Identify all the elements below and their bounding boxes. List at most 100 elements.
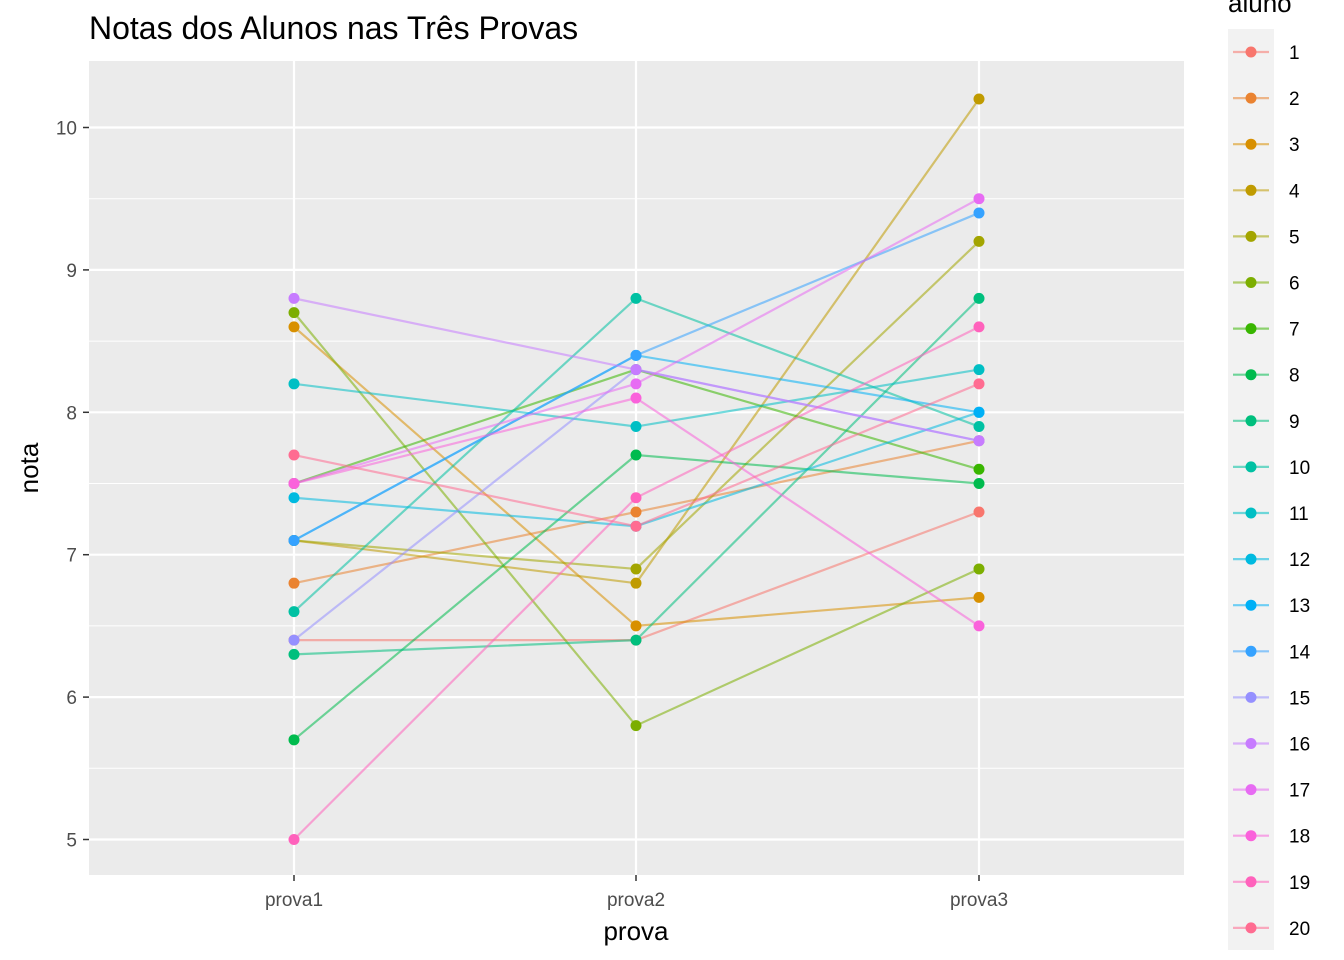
legend-key-background <box>1228 29 1274 950</box>
legend-item-14: 14 <box>1233 642 1311 663</box>
legend-key-point <box>1245 369 1257 381</box>
data-point-aluno-8 <box>288 734 300 746</box>
y-tick-label: 7 <box>66 546 77 567</box>
y-tick-label: 10 <box>56 119 77 140</box>
data-point-aluno-6 <box>288 307 300 319</box>
data-point-aluno-19 <box>973 321 985 333</box>
legend-item-6: 6 <box>1233 274 1300 295</box>
legend-label: 9 <box>1289 412 1300 433</box>
legend-label: 12 <box>1289 550 1310 571</box>
y-tick-label: 9 <box>66 261 77 282</box>
data-point-aluno-16 <box>288 292 300 304</box>
legend-key-point <box>1245 230 1257 242</box>
data-point-aluno-19 <box>288 834 300 845</box>
data-point-aluno-3 <box>288 321 300 333</box>
data-point-aluno-1 <box>973 506 985 518</box>
legend-key-point <box>1245 184 1257 196</box>
legend-key-point <box>1245 553 1257 565</box>
data-point-aluno-19 <box>630 492 642 504</box>
data-point-aluno-11 <box>973 364 985 376</box>
legend-item-2: 2 <box>1233 89 1300 110</box>
legend-key-point <box>1245 784 1257 796</box>
data-point-aluno-4 <box>973 93 985 105</box>
legend-key-point <box>1245 92 1257 104</box>
legend-label: 15 <box>1289 688 1310 709</box>
legend-item-19: 19 <box>1233 873 1310 894</box>
legend-item-5: 5 <box>1233 227 1300 248</box>
data-point-aluno-2 <box>288 577 300 589</box>
legend-item-4: 4 <box>1233 181 1300 202</box>
legend-label: 18 <box>1289 827 1310 848</box>
data-point-aluno-9 <box>288 648 300 660</box>
legend-key-point <box>1245 138 1257 150</box>
legend-key-point <box>1245 323 1257 335</box>
data-point-aluno-6 <box>630 720 642 732</box>
legend-item-17: 17 <box>1233 781 1310 802</box>
y-axis-title: nota <box>14 442 44 493</box>
data-point-aluno-14 <box>973 207 985 219</box>
data-point-aluno-10 <box>973 421 985 433</box>
x-tick-label: prova3 <box>950 890 1008 911</box>
legend-key-point <box>1245 922 1257 934</box>
data-point-aluno-20 <box>630 520 642 532</box>
legend-key-point <box>1245 691 1257 703</box>
legend-key-point <box>1245 415 1257 427</box>
legend-key-point <box>1245 461 1257 473</box>
data-point-aluno-4 <box>630 577 642 589</box>
data-point-aluno-3 <box>630 620 642 632</box>
y-tick-label: 5 <box>66 831 77 852</box>
legend-item-20: 20 <box>1233 919 1310 940</box>
legend-key-point <box>1245 830 1257 842</box>
legend-item-3: 3 <box>1233 135 1300 156</box>
data-point-aluno-9 <box>630 634 642 646</box>
legend-item-16: 16 <box>1233 735 1310 756</box>
data-point-aluno-17 <box>630 378 642 390</box>
data-point-aluno-8 <box>973 478 985 489</box>
legend-item-15: 15 <box>1233 688 1310 709</box>
data-point-aluno-10 <box>630 292 642 304</box>
legend-label: 5 <box>1289 227 1300 248</box>
legend-label: 2 <box>1289 89 1300 110</box>
y-tick-label: 6 <box>66 688 77 709</box>
legend-label: 8 <box>1289 366 1300 387</box>
legend-key-point <box>1245 46 1257 58</box>
data-point-aluno-2 <box>630 506 642 518</box>
data-point-aluno-20 <box>288 449 300 461</box>
legend-key-point <box>1245 507 1257 519</box>
data-point-aluno-11 <box>288 378 300 390</box>
legend-label: 20 <box>1289 919 1310 940</box>
legend-label: 10 <box>1289 458 1310 479</box>
legend-label: 1 <box>1289 43 1300 64</box>
y-tick-label: 8 <box>66 403 77 424</box>
x-tick-label: prova1 <box>265 890 323 911</box>
legend-title: aluno <box>1228 0 1292 18</box>
legend-item-10: 10 <box>1233 458 1310 479</box>
data-point-aluno-10 <box>288 606 300 618</box>
legend-item-13: 13 <box>1233 596 1310 617</box>
legend-key-point <box>1245 738 1257 749</box>
data-point-aluno-11 <box>630 421 642 433</box>
legend-item-1: 1 <box>1233 43 1300 64</box>
legend-label: 11 <box>1289 504 1309 525</box>
legend-label: 6 <box>1289 274 1300 295</box>
legend-label: 4 <box>1289 181 1300 202</box>
legend-item-12: 12 <box>1233 550 1310 571</box>
legend-label: 13 <box>1289 596 1310 617</box>
legend-label: 17 <box>1289 781 1310 802</box>
legend-label: 3 <box>1289 135 1300 156</box>
legend-item-11: 11 <box>1233 504 1309 525</box>
legend-key-point <box>1245 277 1257 288</box>
legend-item-7: 7 <box>1233 320 1300 341</box>
data-point-aluno-8 <box>630 449 642 461</box>
data-point-aluno-6 <box>973 563 985 575</box>
data-point-aluno-7 <box>973 463 985 475</box>
chart-title: Notas dos Alunos nas Três Provas <box>89 10 578 46</box>
data-point-aluno-14 <box>288 534 300 546</box>
x-axis: prova1 prova2 prova3 <box>265 875 1008 911</box>
x-tick-label: prova2 <box>607 890 665 911</box>
data-point-aluno-15 <box>288 634 300 646</box>
legend-label: 19 <box>1289 873 1310 894</box>
data-point-aluno-5 <box>973 235 985 247</box>
